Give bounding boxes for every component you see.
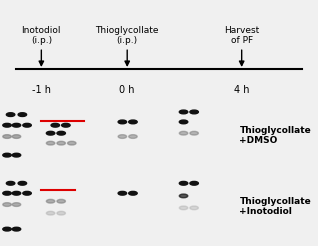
- Text: 0 h: 0 h: [120, 85, 135, 95]
- Ellipse shape: [129, 135, 137, 138]
- Ellipse shape: [12, 123, 21, 127]
- Text: Thioglycollate
(i.p.): Thioglycollate (i.p.): [95, 26, 159, 45]
- Ellipse shape: [6, 182, 15, 185]
- Ellipse shape: [190, 206, 198, 210]
- Ellipse shape: [118, 135, 127, 138]
- Ellipse shape: [46, 211, 55, 215]
- Ellipse shape: [18, 113, 27, 116]
- Ellipse shape: [179, 182, 188, 185]
- Ellipse shape: [129, 120, 137, 124]
- Ellipse shape: [190, 182, 198, 185]
- Ellipse shape: [129, 191, 137, 195]
- Ellipse shape: [57, 131, 66, 135]
- Ellipse shape: [12, 153, 21, 157]
- Ellipse shape: [3, 135, 11, 138]
- Text: Inotodiol
(i.p.): Inotodiol (i.p.): [22, 26, 61, 45]
- Ellipse shape: [3, 227, 11, 231]
- Ellipse shape: [12, 203, 21, 206]
- Ellipse shape: [46, 199, 55, 203]
- Ellipse shape: [179, 120, 188, 124]
- Ellipse shape: [57, 199, 66, 203]
- Ellipse shape: [57, 211, 66, 215]
- Ellipse shape: [179, 110, 188, 114]
- Ellipse shape: [6, 113, 15, 116]
- Text: -1 h: -1 h: [32, 85, 51, 95]
- Ellipse shape: [23, 123, 31, 127]
- Ellipse shape: [46, 131, 55, 135]
- Ellipse shape: [62, 123, 70, 127]
- Ellipse shape: [3, 191, 11, 195]
- Ellipse shape: [179, 206, 188, 210]
- Text: Thioglycollate
+DMSO: Thioglycollate +DMSO: [239, 125, 311, 145]
- Ellipse shape: [12, 135, 21, 138]
- Ellipse shape: [12, 191, 21, 195]
- Ellipse shape: [118, 191, 127, 195]
- Ellipse shape: [67, 141, 76, 145]
- Ellipse shape: [179, 131, 188, 135]
- Ellipse shape: [190, 110, 198, 114]
- Ellipse shape: [3, 203, 11, 206]
- Ellipse shape: [23, 191, 31, 195]
- Text: Thioglycollate
+Inotodiol: Thioglycollate +Inotodiol: [239, 197, 311, 216]
- Ellipse shape: [12, 227, 21, 231]
- Text: 4 h: 4 h: [234, 85, 249, 95]
- Text: Harvest
of PF: Harvest of PF: [224, 26, 259, 45]
- Ellipse shape: [179, 194, 188, 198]
- Ellipse shape: [51, 123, 59, 127]
- Ellipse shape: [3, 123, 11, 127]
- Ellipse shape: [57, 141, 66, 145]
- Ellipse shape: [118, 120, 127, 124]
- Ellipse shape: [3, 153, 11, 157]
- Ellipse shape: [18, 182, 27, 185]
- Ellipse shape: [190, 131, 198, 135]
- Ellipse shape: [46, 141, 55, 145]
